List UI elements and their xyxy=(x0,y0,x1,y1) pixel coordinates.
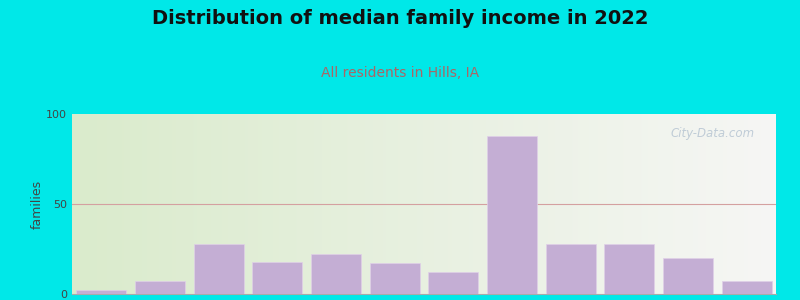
Bar xyxy=(311,254,361,294)
Text: All residents in Hills, IA: All residents in Hills, IA xyxy=(321,66,479,80)
Bar xyxy=(77,290,126,294)
Bar xyxy=(663,258,713,294)
Text: Distribution of median family income in 2022: Distribution of median family income in … xyxy=(152,9,648,28)
Bar xyxy=(546,244,595,294)
Y-axis label: families: families xyxy=(30,179,43,229)
Text: City-Data.com: City-Data.com xyxy=(670,127,755,140)
Bar xyxy=(135,281,185,294)
Bar xyxy=(253,262,302,294)
Bar xyxy=(429,272,478,294)
Bar xyxy=(605,244,654,294)
Bar xyxy=(370,263,419,294)
Bar xyxy=(194,244,243,294)
Bar xyxy=(722,281,771,294)
Bar xyxy=(487,136,537,294)
